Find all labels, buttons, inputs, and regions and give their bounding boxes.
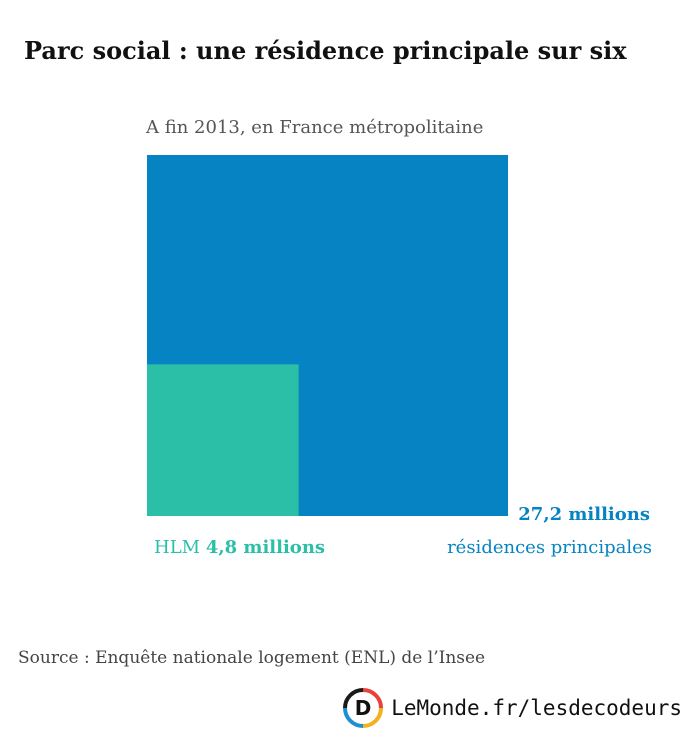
brand-logo[interactable]: D LeMonde.fr/lesdecodeurs (343, 688, 682, 728)
brand-url[interactable]: LeMonde.fr/lesdecodeurs (391, 696, 682, 720)
logo-letter: D (355, 696, 372, 720)
chart-title: Parc social : une résidence principale s… (24, 36, 627, 65)
decodeurs-logo-icon: D (343, 688, 384, 728)
part-name-label: HLM (154, 537, 201, 558)
total-value-label: 27,2 millions (518, 504, 650, 525)
total-name-label: résidences principales (447, 537, 652, 558)
part-label: HLM 4,8 millions (154, 537, 325, 558)
part-value-label: 4,8 millions (205, 537, 326, 558)
source-note: Source : Enquête nationale logement (ENL… (18, 648, 486, 668)
part-square (147, 364, 299, 516)
chart-subtitle: A fin 2013, en France métropolitaine (146, 117, 484, 138)
